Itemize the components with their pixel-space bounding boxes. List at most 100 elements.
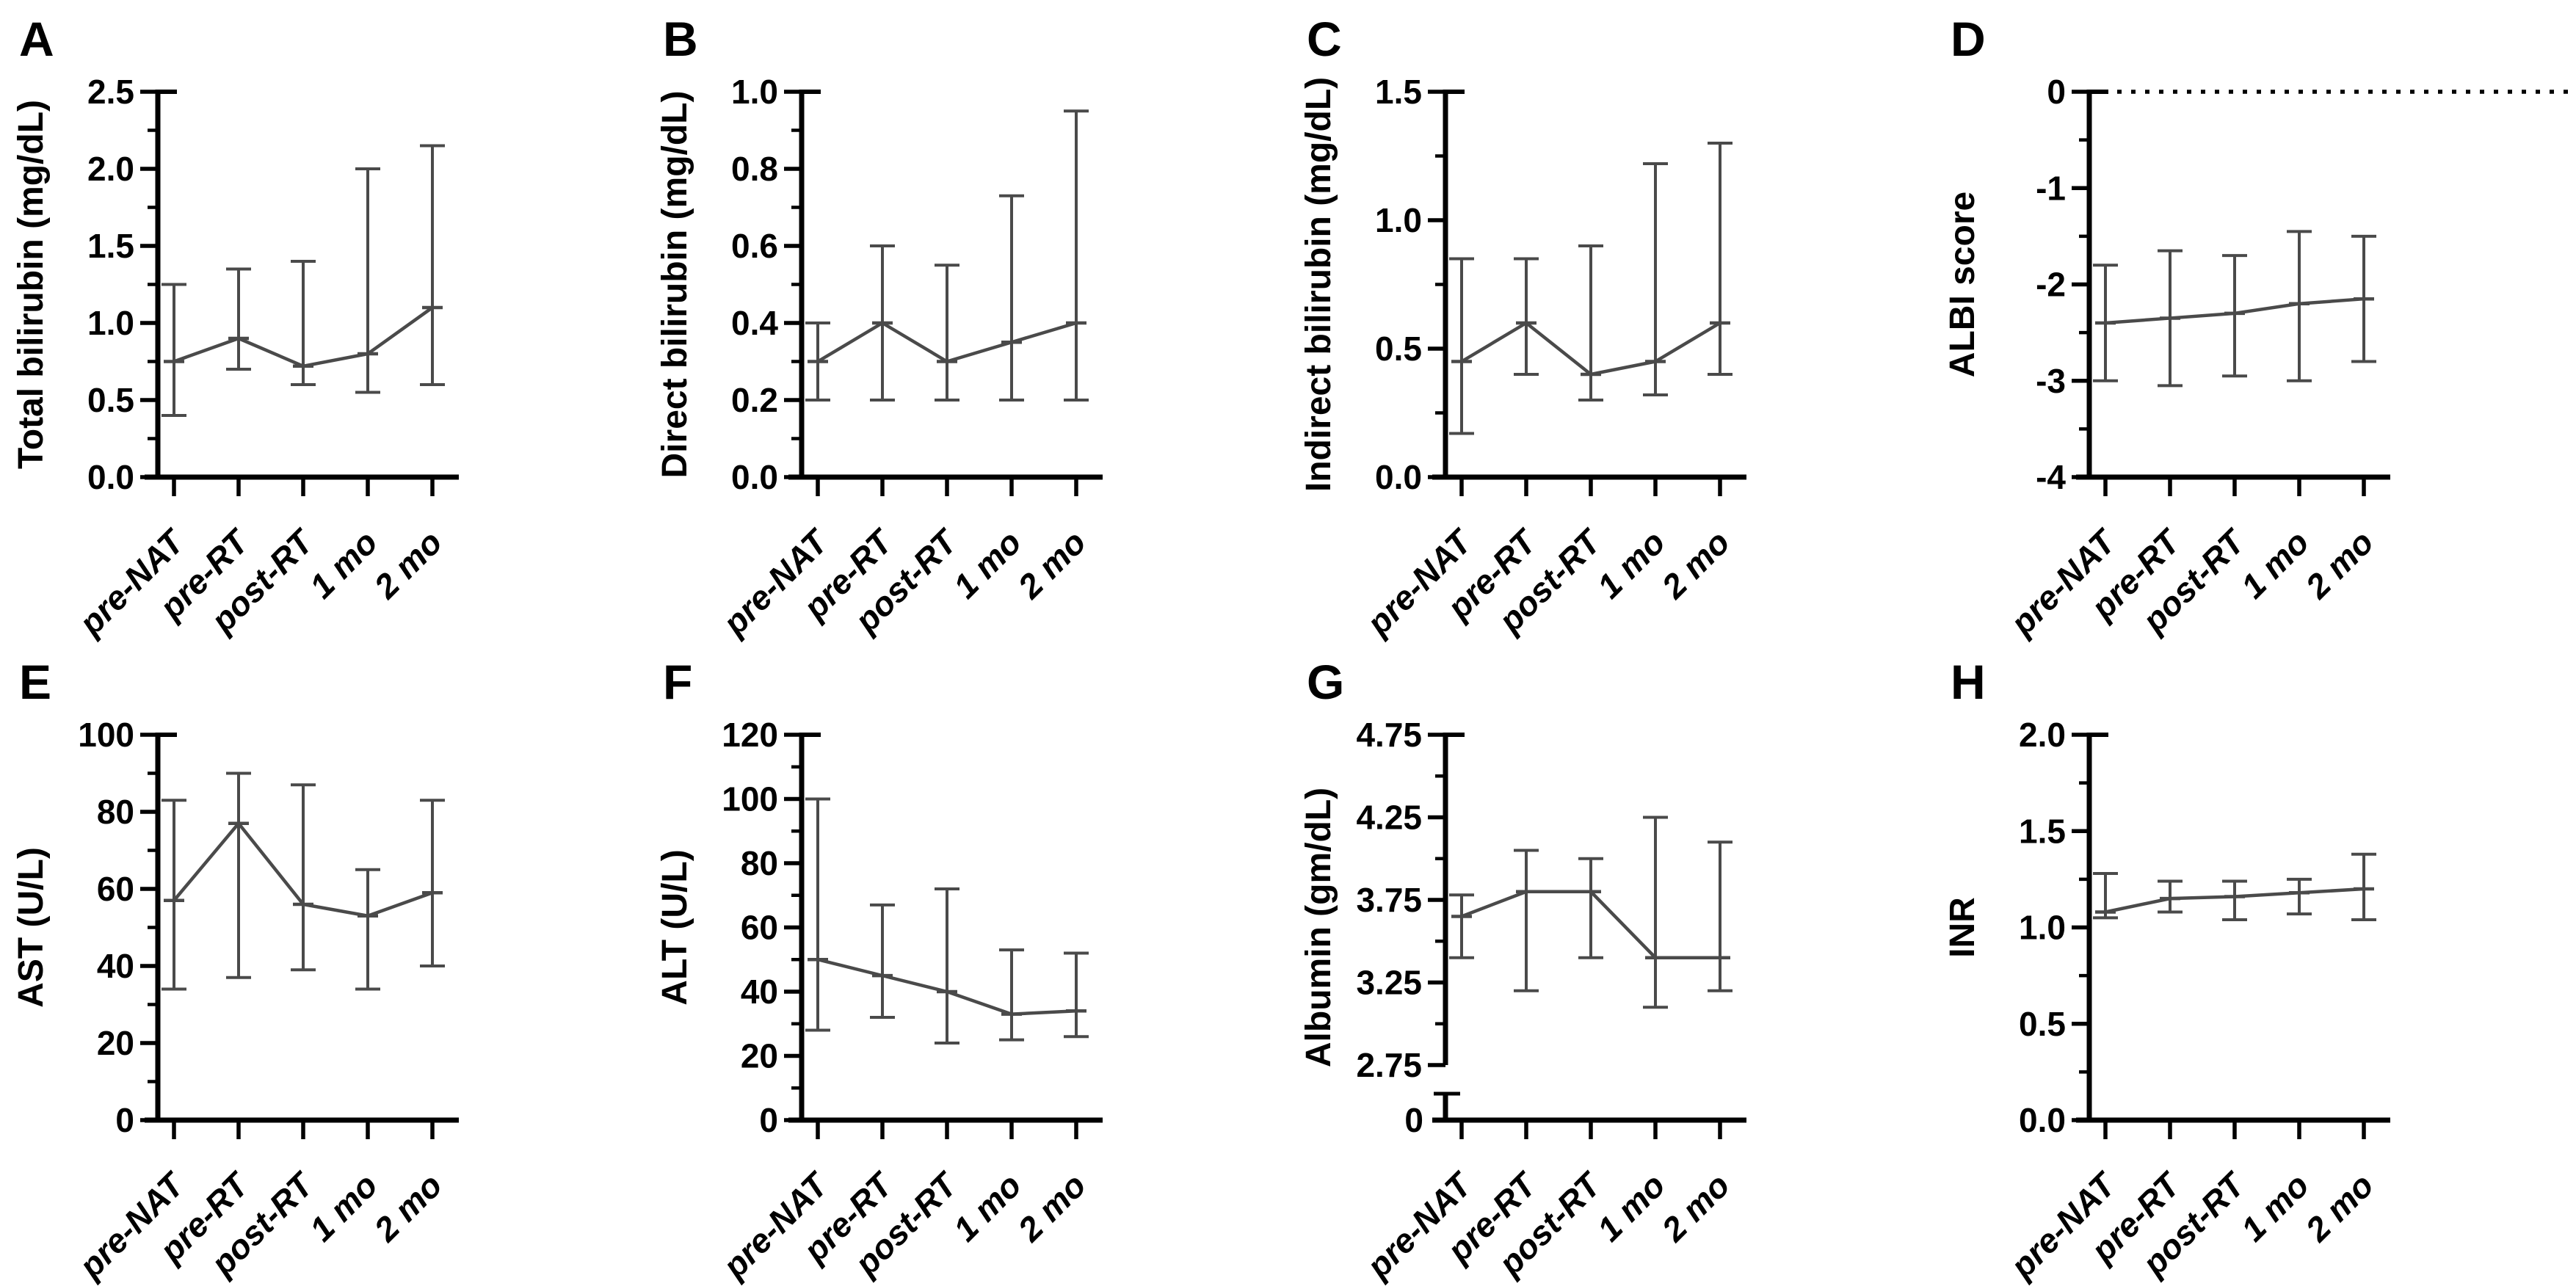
panel-letter: E: [19, 655, 51, 709]
x-tick-label: 2 mo: [2298, 523, 2381, 606]
chart-panel-ast: 0 20 40 60 80 100 pre-NAT pre-RT post-RT 1 mo 2 mo…: [0, 643, 644, 1286]
y-tick-label: 60: [741, 909, 778, 947]
x-tick-label: 2 mo: [366, 1166, 449, 1249]
y-axis-title: Albumin (gm/dL): [1299, 788, 1338, 1067]
y-tick-label: 0.0: [87, 458, 134, 496]
y-tick-label: 0.5: [87, 381, 134, 419]
panel-svg-G: 02.753.253.754.254.75pre-NATpre-RTpost-R…: [1299, 655, 1746, 1286]
y-tick-label: 100: [722, 780, 778, 818]
y-axis-title: AST (U/L): [12, 847, 51, 1008]
y-tick-label: -2: [2036, 266, 2066, 304]
y-tick-label: 80: [97, 793, 134, 831]
y-tick-label: 3.75: [1356, 881, 1422, 919]
panel-letter: H: [1951, 655, 1986, 709]
x-tick-label: 2 mo: [1654, 1166, 1737, 1249]
y-tick-label: 0.8: [731, 150, 778, 188]
x-tick-label: 1 mo: [1589, 523, 1672, 606]
panel-svg-A: 0.00.51.01.52.02.5pre-NATpre-RTpost-RT1 …: [12, 12, 459, 643]
y-tick-label: 1.5: [1375, 73, 1422, 111]
chart-panel-indirect-bilirubin: 0.0 0.5 1.0 1.5 pre-NAT pre-RT post-RT 1 mo 2 mo…: [1288, 0, 1931, 643]
x-tick-label: 2 mo: [2298, 1166, 2381, 1249]
data-line: [2105, 887, 2365, 914]
data-line: [2105, 297, 2365, 325]
y-tick-label: 40: [741, 973, 778, 1011]
y-tick-label: 20: [741, 1037, 778, 1075]
data-line: [1461, 890, 1720, 959]
x-tick-label: 1 mo: [2233, 523, 2316, 606]
y-axis-title: Direct bilirubin (mg/dL): [656, 91, 694, 479]
y-tick-label: 0: [759, 1101, 778, 1139]
y-tick-label: 1.5: [87, 227, 134, 265]
y-tick-label: 0.2: [731, 381, 778, 419]
panel-letter: F: [663, 655, 692, 709]
panel-letter: A: [19, 12, 54, 66]
y-tick-label: 4.25: [1356, 799, 1422, 837]
panel-letter: G: [1307, 655, 1344, 709]
y-tick-label: 0.6: [731, 227, 778, 265]
y-axis-title: Total bilirubin (mg/dL): [12, 100, 51, 469]
x-tick-label: 1 mo: [1589, 1166, 1672, 1249]
y-axis-title: ALBI score: [1943, 192, 1982, 377]
y-tick-label: 0.0: [1375, 458, 1422, 496]
y-tick-label: 80: [741, 844, 778, 882]
y-tick-label: 0.5: [2019, 1005, 2066, 1043]
chart-panel-total-bilirubin: 0.0 0.5 1.0 1.5 2.0 2.5 pre-NAT pre-RT post-RT 1 …: [0, 0, 644, 643]
y-tick-label: 1.0: [1375, 201, 1422, 239]
chart-panel-inr: 0.0 0.5 1.0 1.5 2.0 pre-NAT pre-RT post-RT 1 mo 2…: [1931, 643, 2575, 1286]
x-tick-label: 1 mo: [302, 523, 385, 606]
y-tick-label: 0: [115, 1101, 134, 1139]
panel-letter: C: [1307, 12, 1342, 66]
y-tick-label: 0.0: [731, 458, 778, 496]
y-tick-label: 1.5: [2019, 812, 2066, 850]
y-tick-label: 3.25: [1356, 964, 1422, 1002]
y-tick-label: 4.75: [1356, 716, 1422, 754]
data-line: [1460, 321, 1721, 377]
x-tick-label: 1 mo: [302, 1166, 385, 1249]
y-axis-title: Indirect bilirubin (mg/dL): [1299, 77, 1338, 492]
y-tick-label: 60: [97, 870, 134, 908]
x-tick-label: 1 mo: [2233, 1166, 2316, 1249]
chart-panel-direct-bilirubin: 0.0 0.2 0.4 0.6 0.8 1.0 pre-NAT pre-RT post-RT 1 …: [644, 0, 1288, 643]
y-tick-label: 1.0: [87, 304, 134, 342]
y-tick-label: 2.75: [1356, 1046, 1422, 1084]
x-tick-label: 2 mo: [366, 523, 449, 606]
panel-letter: D: [1951, 12, 1986, 66]
y-axis-title: ALT (U/L): [656, 849, 694, 1005]
x-tick-label: 2 mo: [1010, 1166, 1093, 1249]
panel-svg-B: 0.00.20.40.60.81.0pre-NATpre-RTpost-RT1 …: [656, 12, 1103, 643]
y-tick-label: 2.0: [2019, 716, 2066, 754]
y-tick-label: 40: [97, 947, 134, 985]
y-tick-label: 100: [78, 716, 134, 754]
x-tick-label: 1 mo: [946, 1166, 1028, 1249]
x-tick-label: 1 mo: [946, 523, 1028, 606]
y-tick-label: 1.0: [2019, 909, 2066, 947]
data-line: [817, 958, 1077, 1016]
y-tick-label: -4: [2036, 458, 2066, 496]
data-line: [173, 821, 433, 918]
y-tick-label: -1: [2036, 169, 2066, 207]
chart-panel-albi-score: 0 -1 -2 -3 -4 pre-NAT pre-RT post-RT 1 mo 2 mo ALB…: [1931, 0, 2575, 643]
y-tick-label: 120: [722, 716, 778, 754]
y-tick-label: 0.5: [1375, 330, 1422, 368]
y-tick-label: 1.0: [731, 73, 778, 111]
y-tick-label: 20: [97, 1024, 134, 1062]
chart-panel-alt: 0 20 40 60 80 100 120 pre-NAT pre-RT post-RT 1 mo 2…: [644, 643, 1288, 1286]
data-line: [816, 321, 1077, 363]
chart-panel-albumin: 0 2.75 3.25 3.75 4.25 4.75 pre-NAT pre-RT post-R…: [1288, 643, 1931, 1286]
y-axis-title: INR: [1943, 897, 1982, 958]
y-tick-label: 0: [2047, 73, 2066, 111]
panel-letter: B: [663, 12, 698, 66]
y-tick-label: 0.0: [2019, 1101, 2066, 1139]
x-tick-label: 2 mo: [1654, 523, 1737, 606]
y-tick-label: 0.4: [731, 304, 778, 342]
y-tick-label: -3: [2036, 362, 2066, 400]
data-line: [173, 306, 434, 368]
x-tick-label: 2 mo: [1010, 523, 1093, 606]
y-tick-label: 2.5: [87, 73, 134, 111]
